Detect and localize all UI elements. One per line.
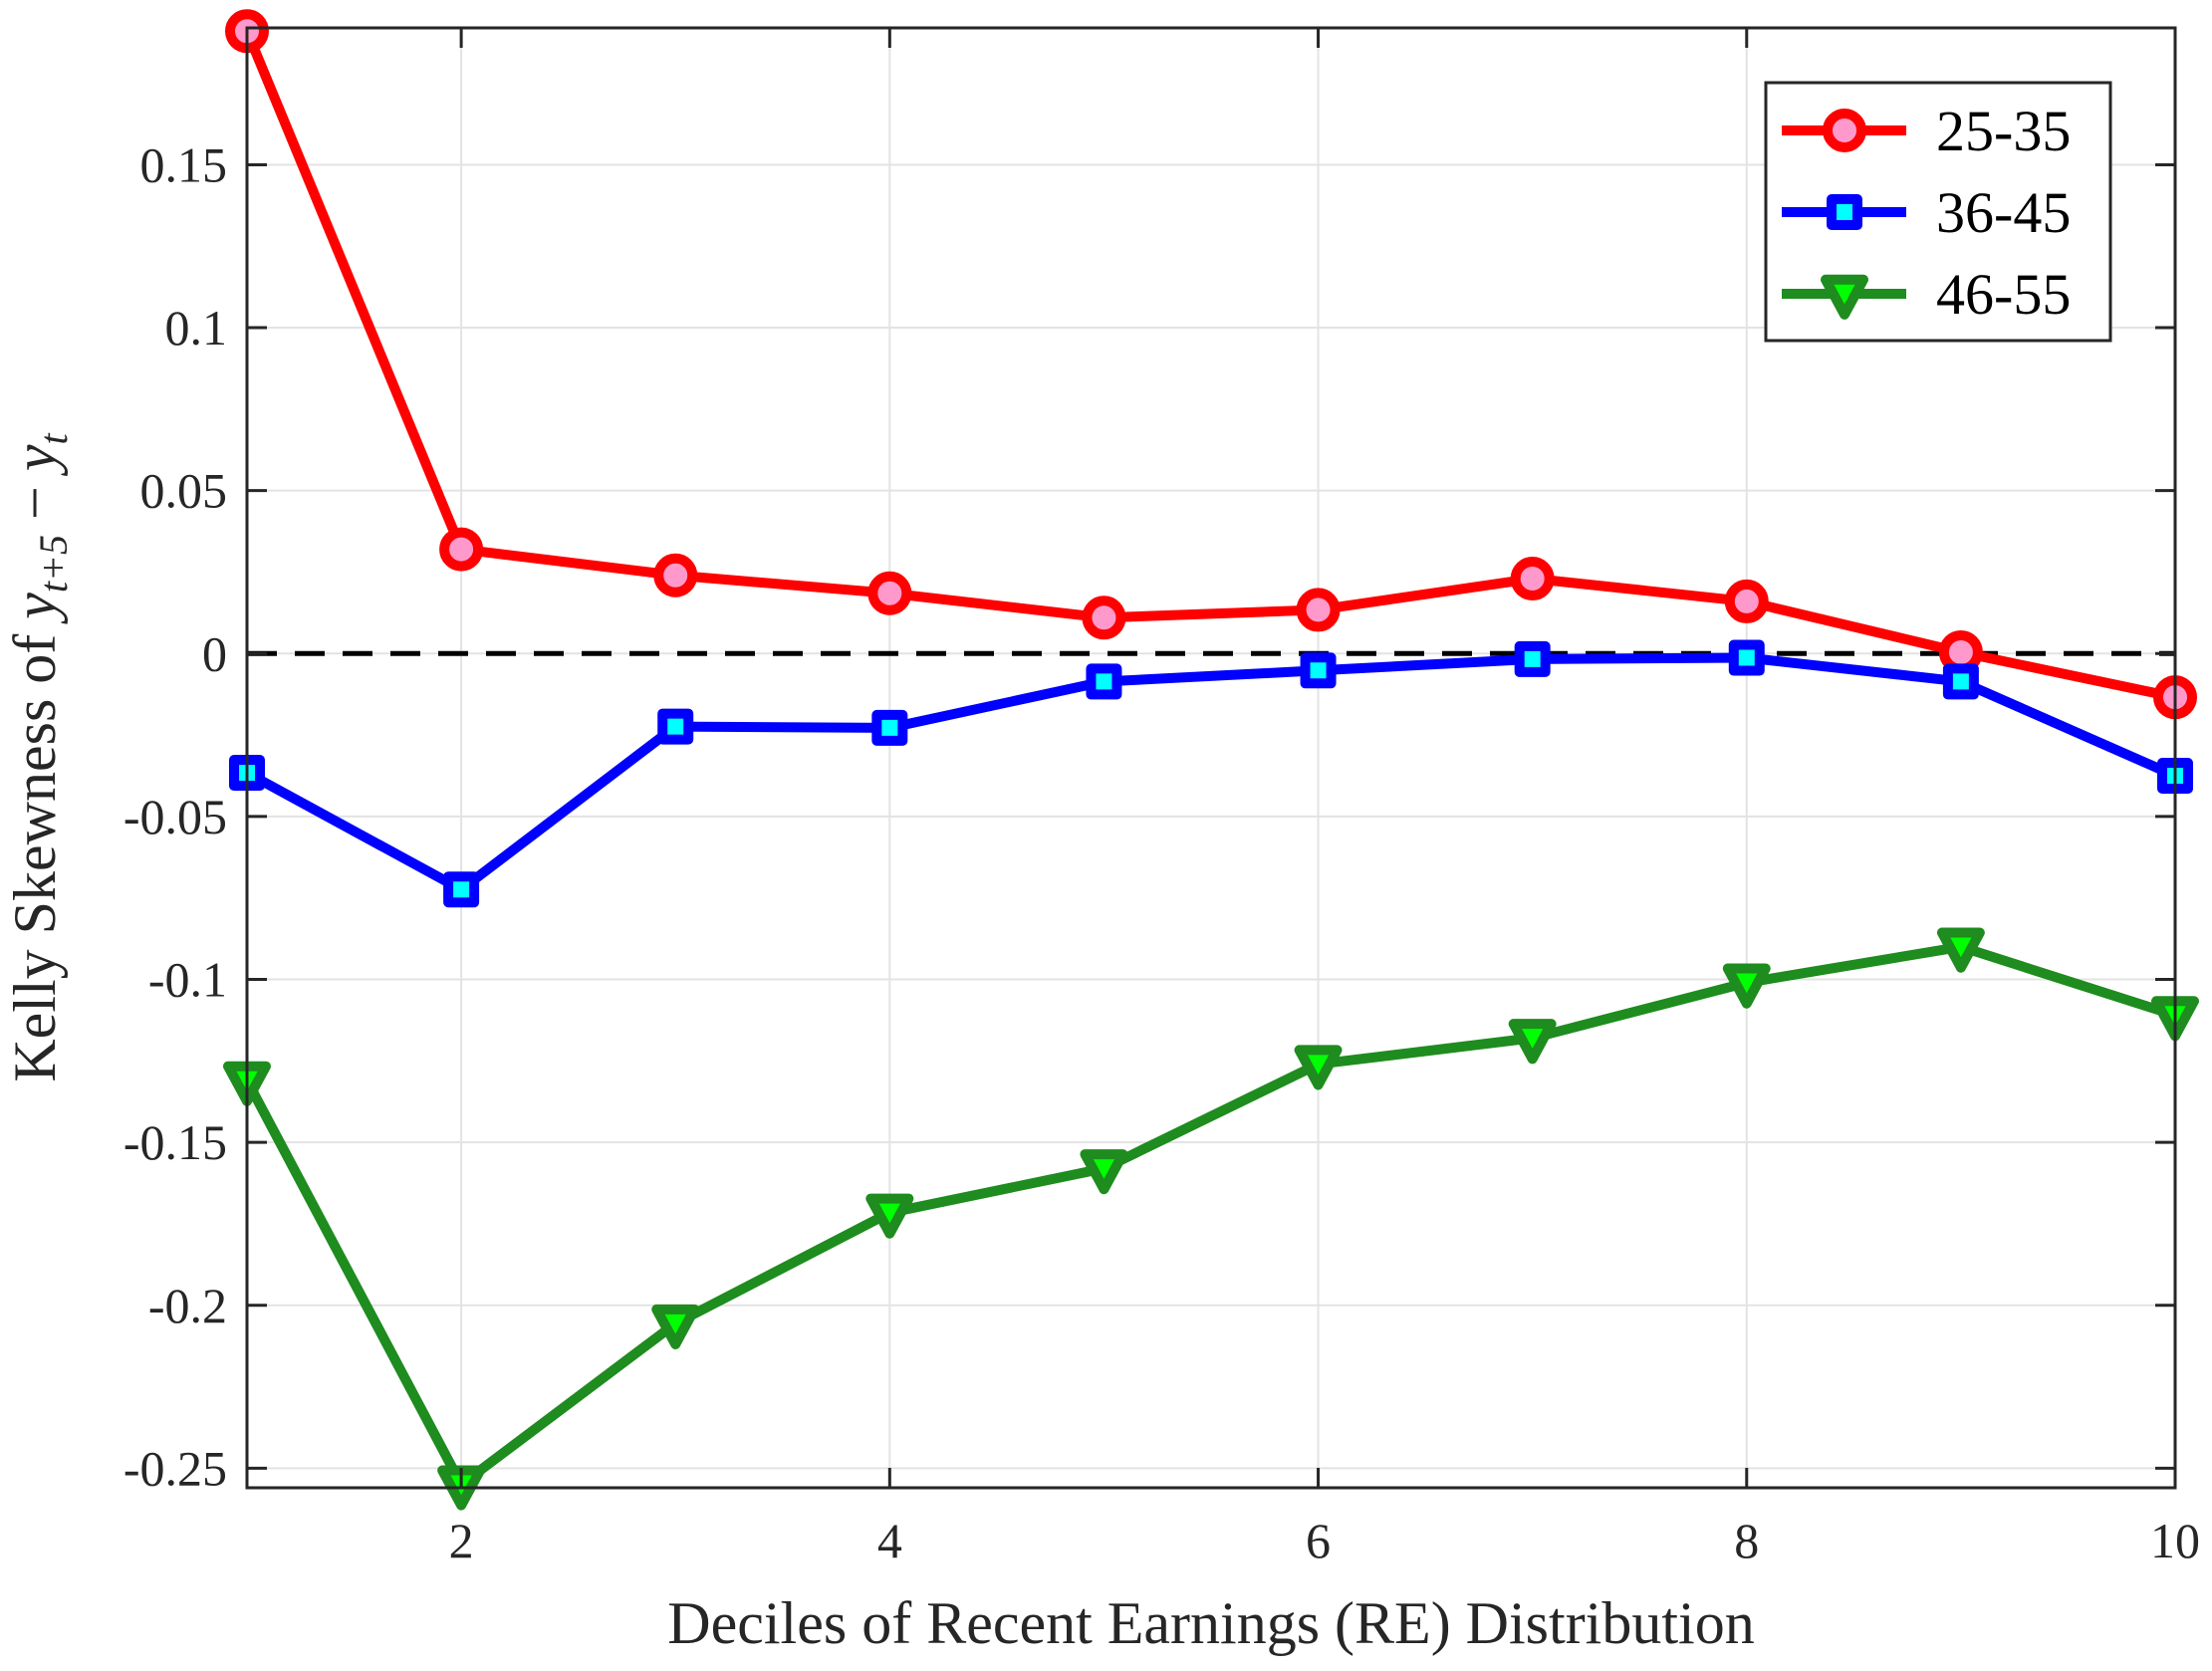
data-point <box>657 708 694 745</box>
data-point <box>867 571 912 615</box>
data-point <box>1724 579 1769 623</box>
y-axis-label-y1: y <box>2 593 68 625</box>
legend-label: 36-45 <box>1936 180 2071 245</box>
data-point <box>653 553 698 597</box>
series-line <box>244 652 2178 895</box>
y-tick-label: -0.25 <box>123 1440 227 1496</box>
y-axis-label-y2: y <box>2 444 68 477</box>
data-point <box>1296 588 1341 632</box>
data-point <box>865 1193 914 1239</box>
data-point <box>1514 640 1551 677</box>
y-tick-label: 0.15 <box>140 136 228 192</box>
y-tick-label: 0.05 <box>140 463 228 519</box>
legend-marker <box>1821 274 1868 320</box>
legend-item-25-35: 25-35 <box>1782 99 2071 163</box>
data-point <box>1086 663 1122 700</box>
data-point <box>1722 963 1771 1009</box>
y-tick-label: -0.2 <box>148 1278 227 1333</box>
legend-label: 25-35 <box>1936 99 2071 163</box>
data-point <box>1728 639 1765 676</box>
series-36-45 <box>229 639 2193 908</box>
y-axis-label-prefix: Kelly Skewness of <box>2 619 68 1082</box>
data-point <box>871 709 908 746</box>
y-tick-label: -0.05 <box>123 789 227 844</box>
ticks: 2 4 6 8 10 -0.25 -0.2 -0.15 -0.1 -0.05 0 0.05 0.1 0.1… <box>123 28 2200 1568</box>
axes-box <box>245 26 2177 1490</box>
data-point <box>1508 1019 1557 1065</box>
data-point <box>443 871 480 908</box>
y-axis-label-minus: − <box>2 471 68 535</box>
series-line <box>242 29 2177 703</box>
data-point <box>1080 1149 1128 1195</box>
y-tick-label: -0.1 <box>148 952 227 1008</box>
x-tick-label: 6 <box>1306 1513 1331 1568</box>
series-25-35 <box>225 9 2197 720</box>
legend-marker <box>1823 109 1866 152</box>
y-tick-label: -0.15 <box>123 1114 227 1170</box>
x-tick-label: 2 <box>449 1513 474 1568</box>
y-axis-label-sub1: t+5 <box>31 535 76 593</box>
legend-item-36-45: 36-45 <box>1782 180 2071 245</box>
x-axis-label: Deciles of Recent Earnings (RE) Distribu… <box>667 1590 1754 1656</box>
data-point <box>1300 652 1337 689</box>
data-point <box>651 1304 700 1349</box>
data-point <box>1510 557 1555 601</box>
legend: 25-35 36-45 46-55 <box>1764 81 2112 343</box>
y-tick-label: 0.1 <box>165 300 228 356</box>
data-point <box>1942 663 1979 700</box>
data-point <box>1082 596 1126 640</box>
legend-label: 46-55 <box>1936 262 2071 327</box>
y-tick-label: 0 <box>202 625 227 681</box>
data-point <box>1294 1045 1343 1090</box>
legend-marker <box>1827 194 1862 230</box>
data-point <box>439 527 484 572</box>
y-axis-label-sub2: t <box>31 432 76 444</box>
data-point <box>1936 927 1985 973</box>
series-line <box>242 941 2177 1490</box>
legend-item-46-55: 46-55 <box>1782 262 2071 327</box>
series-46-55 <box>223 927 2199 1511</box>
x-tick-label: 4 <box>877 1513 902 1568</box>
y-axis-label: Kelly Skewness of yt+5 − yt <box>2 432 76 1081</box>
x-tick-label: 10 <box>2150 1513 2200 1568</box>
x-tick-label: 8 <box>1734 1513 1759 1568</box>
